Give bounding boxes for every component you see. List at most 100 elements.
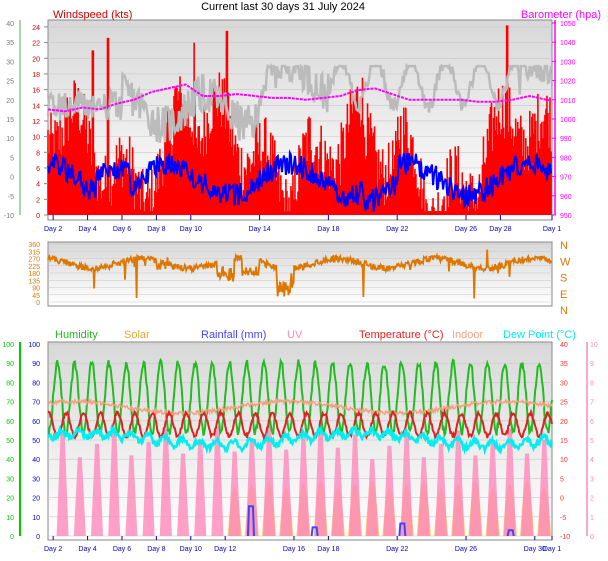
humidity-tick: 90 [32, 361, 40, 368]
humidity-tick: 100 [28, 342, 40, 349]
dir-tick: 45 [32, 293, 40, 300]
baro-tick: 1040 [560, 40, 576, 47]
uv-tick: 10 [590, 342, 598, 349]
chart-title: Current last 30 days 31 July 2024 [201, 1, 365, 13]
uv-hump [73, 457, 86, 536]
climate-xtick: Day 30 [524, 546, 546, 553]
legend-rainfall-mm-: Rainfall (mm) [201, 329, 266, 341]
rain-outer-tick: 30 [6, 476, 14, 483]
legend-indoor: Indoor [452, 329, 484, 341]
humidity-tick: 30 [32, 476, 40, 483]
uv-hump [125, 455, 138, 536]
wind-xtick: Day 14 [248, 226, 270, 233]
wind-tick: 20 [32, 56, 40, 63]
compass-label: N [560, 240, 568, 252]
compass-label: W [560, 256, 571, 268]
uv-tick: 9 [590, 361, 594, 368]
humidity-tick: 70 [32, 400, 40, 407]
rain-outer-tick: 0 [10, 534, 14, 541]
compass-label: S [560, 273, 567, 285]
wind-tick: 14 [32, 103, 40, 110]
temp-tick: 40 [560, 342, 568, 349]
wind-tick: 18 [32, 72, 40, 79]
uv-hump [366, 459, 379, 536]
wind-outer-tick: 0 [10, 175, 14, 182]
rain-outer-tick: 60 [6, 419, 14, 426]
rainfall-spike [398, 522, 407, 537]
uv-hump [486, 441, 499, 536]
uv-hump [383, 445, 396, 536]
climate-xtick: Day 4 [78, 546, 96, 553]
wind-tick: 16 [32, 88, 40, 95]
dir-tick: 135 [28, 278, 40, 285]
dir-tick: 360 [28, 242, 40, 249]
uv-hump [349, 434, 362, 536]
dir-tick: 0 [36, 300, 40, 307]
uv-hump [194, 440, 207, 536]
baro-tick: 1030 [560, 59, 576, 66]
wind-tick: 4 [36, 182, 40, 189]
wind-xtick: Day 26 [455, 226, 477, 233]
uv-tick: 1 [590, 515, 594, 522]
uv-hump [263, 424, 276, 536]
uv-hump [521, 453, 534, 536]
wind-tick: 2 [36, 197, 40, 204]
baro-tick: 960 [560, 194, 572, 201]
rainfall-spike [310, 526, 319, 537]
wind-xtick: Day 4 [78, 226, 96, 233]
uv-tick: 7 [590, 400, 594, 407]
temp-tick: 15 [560, 438, 568, 445]
direction-panel [47, 241, 553, 307]
rain-outer-tick: 70 [6, 400, 14, 407]
uv-hump [56, 432, 69, 536]
baro-tick: 990 [560, 136, 572, 143]
legend-temperature-c-: Temperature (°C) [359, 329, 443, 341]
wind-tick: 10 [32, 135, 40, 142]
uv-hump [108, 430, 121, 536]
climate-xtick: Day 16 [283, 546, 305, 553]
wind-tick: 8 [36, 150, 40, 157]
wind-outer-tick: 30 [6, 59, 14, 66]
wind-xtick: Day 6 [113, 226, 131, 233]
uv-tick: 3 [590, 476, 594, 483]
legend-uv: UV [287, 329, 303, 341]
wind-tick: 22 [32, 41, 40, 48]
uv-tick: 2 [590, 496, 594, 503]
baro-tick: 1020 [560, 79, 576, 86]
rainfall-spike [506, 529, 515, 537]
temp-tick: 30 [560, 380, 568, 387]
wind-outer-tick: 20 [6, 98, 14, 105]
wind-tick: 24 [32, 25, 40, 32]
temp-tick: 0 [560, 496, 564, 503]
wind-tick: 0 [36, 213, 40, 220]
uv-hump [400, 432, 413, 536]
compass-label: E [560, 289, 567, 301]
rain-outer-tick: 10 [6, 515, 14, 522]
dir-tick: 225 [28, 264, 40, 271]
temp-tick: 25 [560, 400, 568, 407]
dewpoint-line [47, 423, 554, 456]
uv-series [56, 422, 551, 536]
baro-tick: 980 [560, 155, 572, 162]
wind-outer-tick: -10 [4, 213, 14, 220]
uv-hump [159, 428, 172, 536]
humidity-tick: 20 [32, 496, 40, 503]
uv-hump [211, 426, 224, 536]
climate-xtick: Day 2 [44, 546, 62, 553]
barometer-label: Barometer (hpa) [521, 9, 601, 21]
baro-tick: 1010 [560, 98, 576, 105]
rain-outer-tick: 40 [6, 457, 14, 464]
rain-outer-tick: 80 [6, 380, 14, 387]
baro-tick: 1000 [560, 117, 576, 124]
compass-label: N [560, 305, 568, 317]
temp-tick: -10 [560, 534, 570, 541]
wind-outer-tick: 5 [10, 155, 14, 162]
temp-tick: -5 [560, 515, 566, 522]
barometer-line [47, 83, 553, 113]
climate-xtick: Day 10 [180, 546, 202, 553]
uv-hump [331, 447, 344, 536]
wind-xtick: Day 8 [147, 226, 165, 233]
wind-outer-tick: 15 [6, 117, 14, 124]
windspeed-label: Windspeed (kts) [53, 9, 132, 21]
